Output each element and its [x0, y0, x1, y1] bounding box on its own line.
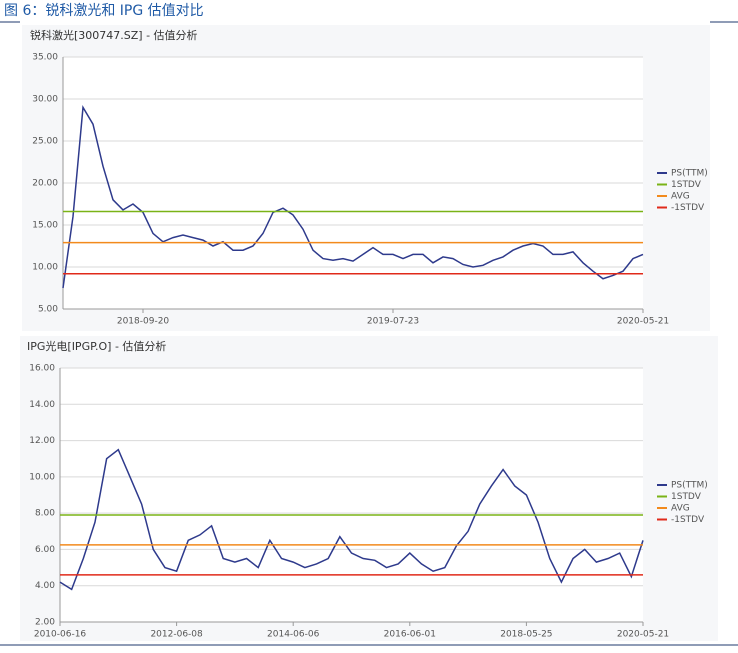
y-tick-label: 16.00: [29, 364, 55, 374]
legend-label: 1STDV: [671, 492, 702, 502]
x-tick-label: 2018-09-20: [117, 317, 170, 327]
y-tick-label: 4.00: [35, 581, 55, 591]
ps-line: [62, 105, 644, 289]
ps-line: [59, 448, 644, 591]
legend-label: PS(TTM): [671, 481, 708, 491]
chart-title: 锐科激光[300747.SZ] - 估值分析: [30, 28, 198, 42]
x-tick-label: 2016-06-01: [384, 630, 436, 640]
x-tick-label: 2020-05-21: [617, 630, 669, 640]
y-tick-label: 35.00: [32, 53, 58, 63]
legend-label: PS(TTM): [671, 169, 708, 179]
y-tick-label: 2.00: [35, 618, 55, 628]
y-tick-label: 5.00: [38, 305, 58, 315]
x-tick-label: 2018-05-25: [500, 630, 552, 640]
legend-label: 1STDV: [671, 180, 702, 190]
y-tick-label: 14.00: [29, 400, 55, 410]
legend-label: AVG: [671, 504, 690, 514]
x-tick-label: 2014-06-06: [267, 630, 320, 640]
figure-title: 图 6：锐科激光和 IPG 估值对比: [4, 2, 204, 19]
y-tick-label: 25.00: [32, 137, 58, 147]
y-tick-label: 15.00: [32, 221, 58, 231]
chart-title: IPG光电[IPGP.O] - 估值分析: [27, 339, 166, 353]
y-tick-label: 8.00: [35, 509, 55, 519]
x-tick-label: 2010-06-16: [34, 630, 87, 640]
plot-area: [60, 368, 643, 622]
y-tick-label: 12.00: [29, 436, 55, 446]
y-tick-label: 30.00: [32, 95, 58, 105]
legend-label: AVG: [671, 192, 690, 202]
y-tick-label: 20.00: [32, 179, 58, 189]
y-tick-label: 10.00: [29, 472, 55, 482]
x-tick-label: 2019-07-23: [367, 317, 419, 327]
x-tick-label: 2012-06-08: [150, 630, 203, 640]
y-tick-label: 10.00: [32, 263, 58, 273]
legend-label: -1STDV: [671, 203, 705, 213]
y-tick-label: 6.00: [35, 545, 55, 555]
legend-label: -1STDV: [671, 515, 705, 525]
x-tick-label: 2020-05-21: [617, 317, 669, 327]
